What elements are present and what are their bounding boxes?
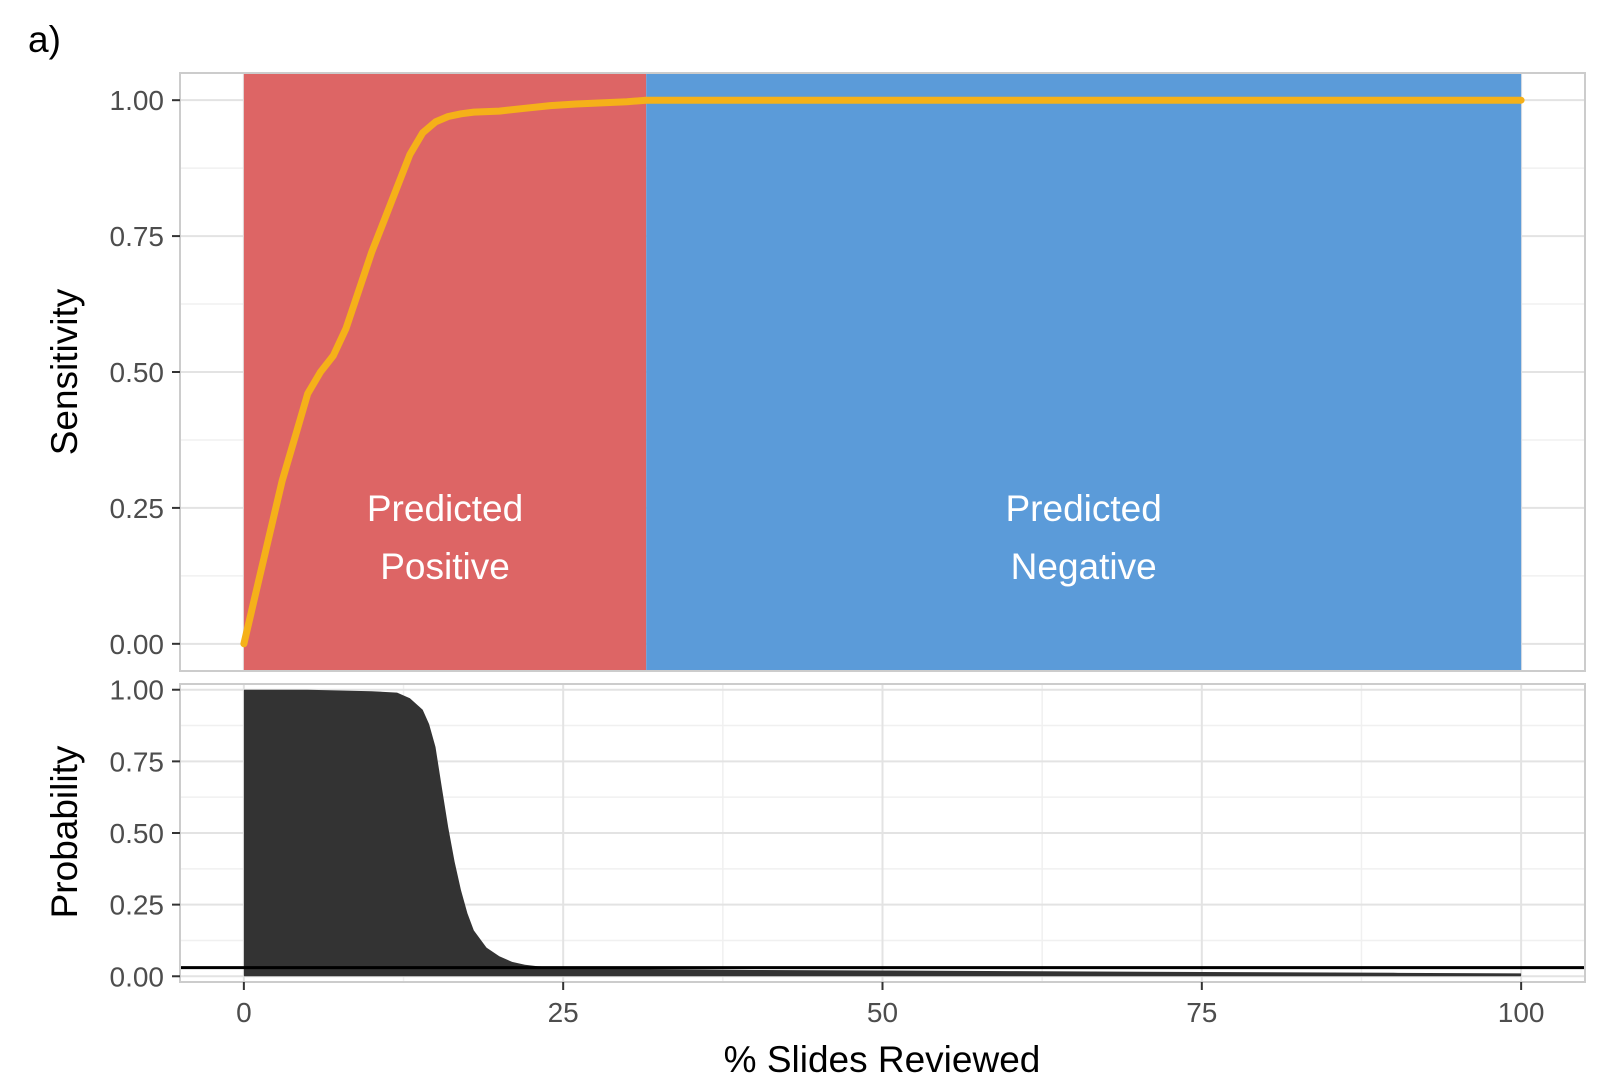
x-axis: 0 25 50 75 100 (236, 982, 1544, 1028)
bottom-y-tick-label: 0.75 (110, 746, 165, 777)
bottom-y-tick-label: 0.50 (110, 818, 165, 849)
region-predicted-negative (646, 73, 1522, 671)
prediction-regions (243, 73, 1522, 671)
x-axis-title: % Slides Reviewed (724, 1039, 1041, 1080)
top-y-tick-label: 1.00 (110, 85, 165, 116)
top-y-axis-title: Sensitivity (44, 288, 85, 455)
bottom-y-tick-label: 1.00 (110, 675, 165, 706)
x-tick-label: 0 (236, 997, 252, 1028)
bottom-y-tick-label: 0.25 (110, 890, 165, 921)
bottom-y-tick-label: 0.00 (110, 961, 165, 992)
bottom-y-axis-title: Probability (44, 745, 85, 918)
top-y-tick-label: 0.00 (110, 629, 165, 660)
bottom-panel: 0.00 0.25 0.50 0.75 1.00 0 25 50 75 100 Probabil… (44, 675, 1586, 1080)
panel-tag: a) (28, 19, 61, 60)
region-label-positive-line2: Positive (380, 546, 510, 587)
x-tick-label: 25 (548, 997, 579, 1028)
sensitivity-line (240, 96, 1525, 648)
region-predicted-positive (243, 73, 647, 671)
x-tick-label: 75 (1186, 997, 1217, 1028)
top-y-tick-label: 0.25 (110, 493, 165, 524)
probability-area (243, 689, 1522, 977)
top-y-tick-label: 0.75 (110, 221, 165, 252)
x-tick-label: 50 (867, 997, 898, 1028)
bottom-y-axis: 0.00 0.25 0.50 0.75 1.00 (110, 675, 180, 992)
top-y-tick-label: 0.50 (110, 357, 165, 388)
top-y-axis: 0.00 0.25 0.50 0.75 1.00 (110, 85, 180, 660)
region-label-negative-line2: Negative (1011, 546, 1157, 587)
top-panel: Predicted Positive Predicted Negative 0.… (44, 72, 1586, 672)
x-tick-label: 100 (1498, 997, 1545, 1028)
region-label-positive-line1: Predicted (367, 488, 523, 529)
prediction-region-labels: Predicted Positive Predicted Negative (367, 488, 1162, 587)
region-label-negative-line1: Predicted (1006, 488, 1162, 529)
